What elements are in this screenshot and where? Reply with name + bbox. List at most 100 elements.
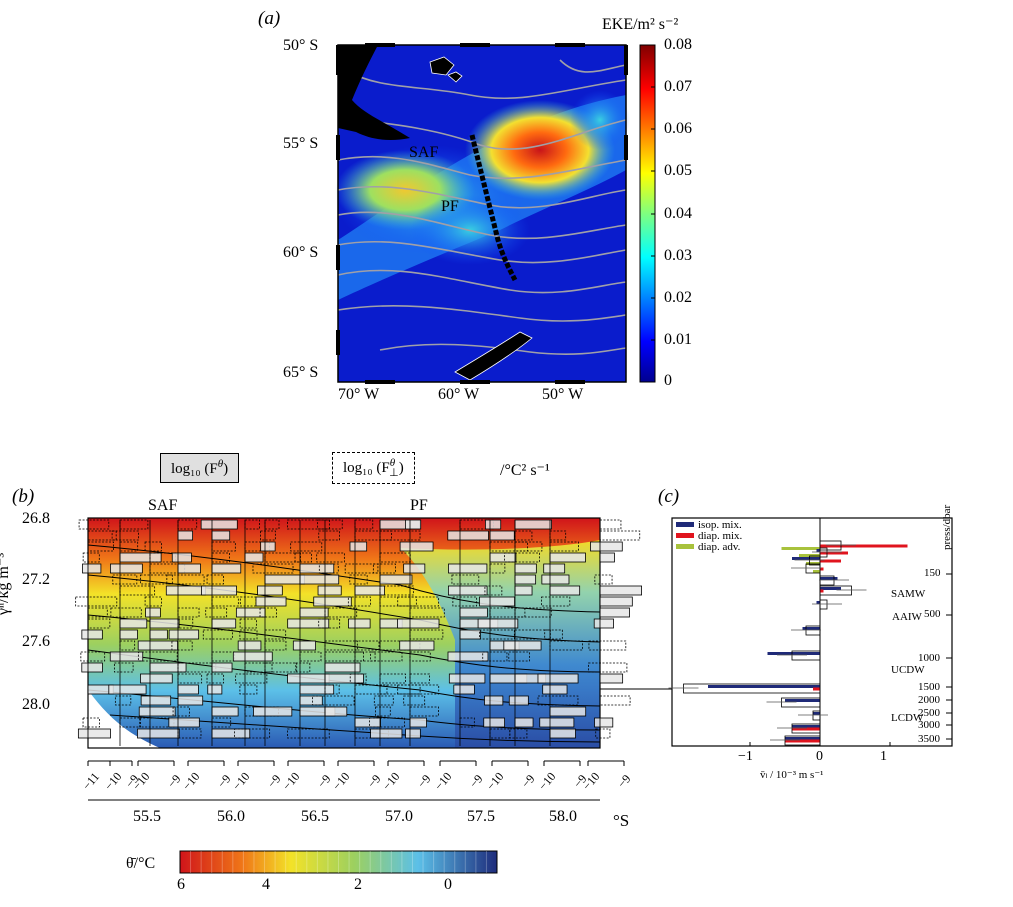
diapycnal-flux-box [171, 640, 193, 651]
diapycnal-flux-box [349, 574, 368, 585]
total-flux-box [484, 695, 504, 706]
diapycnal-flux-box [489, 607, 526, 618]
diapycnal-flux-box [508, 651, 530, 662]
bar-isop--mix- [816, 601, 820, 604]
diapycnal-flux-box [82, 717, 100, 728]
diapycnal-flux-box [239, 618, 257, 629]
c-xtick-neg1: −1 [738, 749, 753, 764]
bar-isop--mix- [767, 652, 820, 655]
diapycnal-flux-box [211, 651, 236, 662]
diapycnal-flux-box [287, 519, 330, 530]
total-flux-box [399, 541, 434, 552]
eke-tick-0: 0.08 [664, 36, 692, 53]
bar-diap--mix- [820, 551, 848, 555]
diapycnal-flux-box [370, 651, 403, 662]
legend-total-flux-text: log₁₀ (F [171, 461, 218, 477]
diapycnal-flux-box [479, 629, 515, 640]
bar-isop--mix- [816, 549, 820, 552]
diapycnal-flux-box [318, 618, 341, 629]
diapycnal-flux-box [235, 673, 268, 684]
bar-net [819, 540, 842, 551]
lon-label-60: 60° W [438, 386, 480, 403]
total-flux-box [253, 706, 293, 717]
total-flux-box [448, 563, 488, 574]
diapycnal-flux-box [549, 530, 567, 541]
bar-diap--adv- [799, 554, 820, 557]
panel-c-label: (c) [658, 486, 680, 507]
eke-colorbar-title: EKE/m² s⁻² [602, 16, 679, 33]
total-flux-box [348, 618, 371, 629]
diapycnal-flux-box [594, 574, 613, 585]
bar-diap--adv- [781, 547, 820, 550]
eke-tick-1: 0.07 [664, 78, 692, 95]
bar-net [683, 683, 821, 694]
diapycnal-flux-box [349, 673, 367, 684]
press-axis-label-text: press/dbar [941, 504, 953, 550]
total-flux-box [447, 651, 489, 662]
theta-tick-0: 0 [444, 876, 452, 893]
diapycnal-flux-box [482, 651, 508, 662]
press-tick-3500: 3500 [918, 733, 940, 745]
bar-net [781, 697, 821, 708]
bar-isop--mix- [785, 737, 820, 740]
diapycnal-flux-box [87, 530, 117, 541]
eke-tick-2: 0.06 [664, 120, 692, 137]
lat-tick-56.0: 56.0 [217, 808, 245, 825]
total-flux-box [82, 563, 102, 574]
diapycnal-flux-box [234, 728, 271, 739]
bar-net [791, 650, 821, 661]
section-front-saf: SAF [148, 497, 178, 514]
bar-net [819, 547, 828, 558]
diapycnal-flux-box [541, 596, 571, 607]
water-mass-ucdw: UCDW [891, 664, 925, 676]
lon-label-50: 50° W [542, 386, 584, 403]
ytick-27.6: 27.6 [22, 633, 50, 650]
total-flux-box [543, 563, 566, 574]
panel-b-label: (b) [12, 486, 35, 507]
eke-tick-7: 0.01 [664, 331, 692, 348]
total-flux-box [508, 695, 529, 706]
diapycnal-flux-box [354, 530, 392, 541]
total-flux-box [109, 651, 144, 662]
diapycnal-flux-box [239, 684, 258, 695]
bar-diap--mix- [813, 687, 820, 691]
bar-diap--adv- [806, 562, 820, 565]
theta-tick-4: 4 [262, 876, 270, 893]
bar-isop--mix- [820, 577, 838, 580]
bar-isop--mix- [792, 725, 820, 728]
total-flux-box [255, 596, 287, 607]
eke-tick-6: 0.02 [664, 289, 692, 306]
total-flux-box [201, 585, 237, 596]
total-flux-box [483, 717, 505, 728]
diapycnal-flux-box [206, 673, 225, 684]
diapycnal-flux-box [119, 541, 139, 552]
total-flux-box [287, 618, 330, 629]
total-flux-box [317, 585, 342, 596]
diapycnal-flux-box [318, 530, 340, 541]
theta-colorbar-title: θ̄/°C [126, 855, 156, 872]
bar-isop--mix- [792, 557, 820, 560]
diapycnal-flux-box [264, 519, 280, 530]
diapycnal-flux-box [206, 574, 224, 585]
total-flux-box [590, 541, 623, 552]
legend-diapycnal-flux-sup: θ [389, 457, 396, 469]
diapycnal-flux-box [397, 684, 440, 695]
diapycnal-flux-box [172, 706, 190, 717]
diapycnal-flux-box [324, 607, 358, 618]
total-flux-box [171, 552, 192, 563]
total-flux-box [257, 585, 283, 596]
diapycnal-flux-box [239, 629, 258, 640]
press-tick-3000: 3000 [918, 719, 940, 731]
diapycnal-flux-box [211, 552, 230, 563]
total-flux-box [145, 607, 161, 618]
diapycnal-flux-box [112, 574, 138, 585]
total-flux-box [137, 640, 178, 651]
legend-diapycnal-flux: log₁₀ (Fθ⊥) [332, 452, 415, 484]
diapycnal-flux-box [137, 651, 178, 662]
bar-net [805, 625, 821, 636]
diapycnal-flux-box [119, 519, 149, 530]
panel-a-label: (a) [258, 8, 281, 29]
legend-diapycnal-flux-sub: ⊥ [389, 467, 399, 479]
total-flux-box [207, 684, 223, 695]
